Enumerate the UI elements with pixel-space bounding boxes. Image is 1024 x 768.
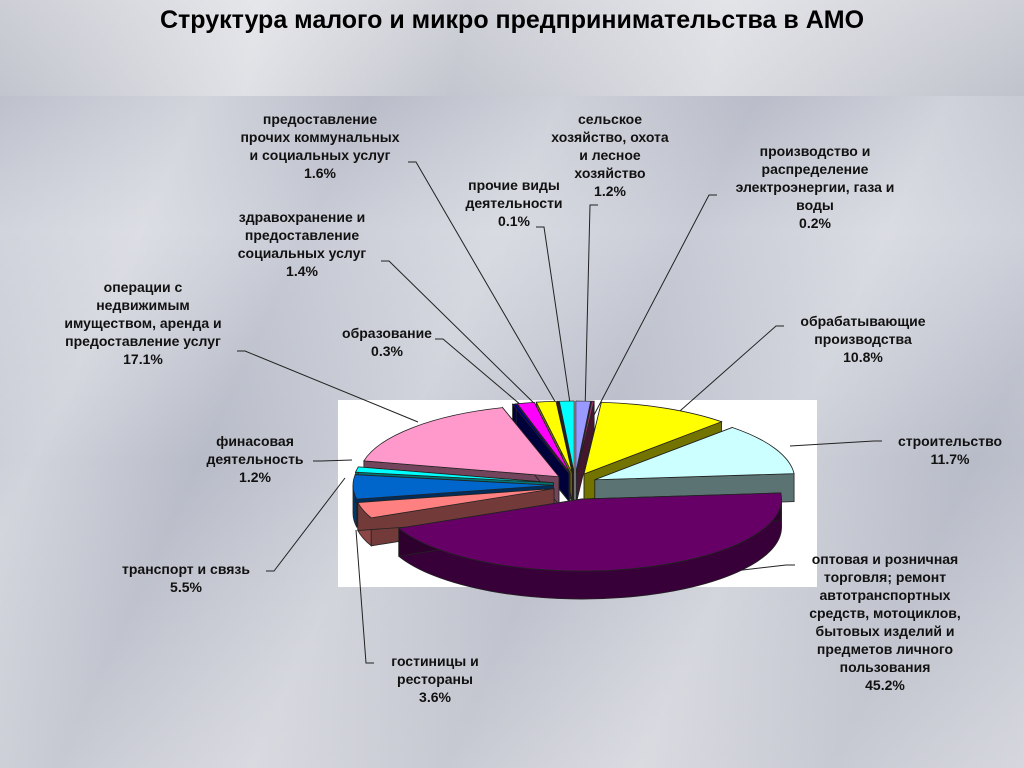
label-trade-line: бытовых изделий и (815, 623, 955, 639)
pie-slice-top (594, 427, 795, 481)
label-energy-line: электроэнергии, газа и (735, 179, 895, 195)
label-trade-line: оптовая и розничная (811, 551, 959, 567)
label-construction-value: 11.7% (930, 451, 970, 467)
pie-slice-top (354, 466, 554, 484)
label-hotels-line: гостиницы и (391, 653, 479, 669)
label-communal-line: и социальных услуг (249, 147, 391, 163)
label-realestate-value: 17.1% (123, 351, 163, 367)
pie-slice-top (511, 403, 570, 474)
label-realestate-line: недвижимым (96, 297, 190, 313)
leader-finance (313, 459, 353, 462)
label-realestate: операции с недвижимым имуществом, аренда… (38, 278, 248, 368)
label-other-value: 0.1% (498, 213, 530, 229)
label-finance-value: 1.2% (239, 469, 271, 485)
label-trade-line: торговля; ремонт (823, 569, 947, 585)
label-manufacturing-value: 10.8% (843, 349, 883, 365)
leader-communal (408, 161, 561, 411)
label-energy-line: производство и (759, 143, 871, 159)
label-agri-line: хозяйство, охота (551, 129, 669, 145)
label-hotels: гостиницы и рестораны 3.6% (370, 652, 500, 706)
label-communal-line: предоставление (262, 111, 378, 127)
leader-other (536, 226, 572, 411)
label-agri: сельское хозяйство, охота и лесное хозяй… (535, 110, 685, 200)
pie-slice-top (352, 474, 554, 500)
pie-slice-top (357, 488, 555, 519)
label-trade-value: 45.2% (865, 677, 905, 693)
label-energy-line: распределение (761, 161, 869, 177)
label-education-value: 0.3% (371, 343, 403, 359)
leader-realestate (237, 350, 419, 423)
label-trade-line: пользования (839, 659, 931, 675)
label-health: здравохранение и предоставление социальн… (212, 208, 392, 280)
leader-education (435, 338, 529, 412)
label-other: прочие виды деятельности 0.1% (448, 176, 580, 230)
leader-agri (584, 204, 598, 413)
label-manufacturing-line: производства (814, 331, 912, 347)
label-other-line: прочие виды (468, 177, 560, 193)
label-health-line: предоставление (244, 227, 360, 243)
label-communal: предоставление прочих коммунальных и соц… (215, 110, 425, 182)
leader-manufacturing (671, 325, 784, 419)
label-realestate-line: имуществом, аренда и (64, 315, 222, 331)
label-hotels-value: 3.6% (419, 689, 451, 705)
leader-health (381, 260, 544, 413)
label-health-value: 1.4% (286, 263, 318, 279)
label-construction-line: строительство (897, 433, 1003, 449)
pie-slice-top (558, 400, 575, 473)
label-finance-line: финасовая (216, 433, 294, 449)
label-other-line: деятельности (465, 195, 563, 211)
pie-slice-top (363, 407, 560, 478)
label-agri-line: сельское (577, 111, 643, 127)
pie-slice-top (575, 400, 592, 473)
leader-transport (266, 477, 346, 572)
label-trade: оптовая и розничная торговля; ремонт авт… (790, 550, 980, 694)
label-communal-line: прочих коммунальных (240, 129, 400, 145)
label-transport-line: транспорт и связь (122, 561, 250, 577)
pie-slice-top (397, 492, 782, 572)
chart-title: Структура малого и микро предприниматель… (159, 6, 865, 34)
label-communal-value: 1.6% (304, 165, 336, 181)
title-band (0, 0, 1024, 96)
label-health-line: здравохранение и (238, 209, 366, 225)
label-finance: финасовая деятельность 1.2% (190, 432, 320, 486)
pie-slice-top (583, 401, 723, 475)
pie-slice-top (576, 400, 595, 474)
label-hotels-line: рестораны (397, 671, 473, 687)
pie-slice-top (535, 400, 573, 474)
leader-hotels (355, 529, 374, 664)
pie-slice-top (556, 400, 574, 474)
label-transport-value: 5.5% (170, 579, 202, 595)
label-realestate-line: предоставление услуг (65, 333, 221, 349)
label-education: образование 0.3% (322, 324, 452, 360)
label-energy: производство и распределение электроэнер… (705, 142, 925, 232)
label-manufacturing: обрабатывающие производства 10.8% (778, 312, 948, 366)
label-trade-line: автотранспортных (819, 587, 951, 603)
pie-slice (397, 492, 782, 600)
label-agri-value: 1.2% (594, 183, 626, 199)
label-agri-line: хозяйство (574, 165, 646, 181)
label-manufacturing-line: обрабатывающие (800, 313, 926, 329)
label-agri-line: и лесное (579, 147, 641, 163)
pie-slices (352, 400, 795, 600)
label-education-line: образование (342, 325, 432, 341)
pie-slice (576, 400, 595, 502)
leader-energy (593, 194, 717, 416)
label-energy-value: 0.2% (799, 215, 831, 231)
label-finance-line: деятельность (206, 451, 304, 467)
leader-construction (789, 440, 882, 447)
label-health-line: социальных услуг (237, 245, 367, 261)
label-transport: транспорт и связь 5.5% (100, 560, 272, 596)
label-trade-line: средств, мотоциклов, (809, 605, 961, 621)
label-construction: строительство 11.7% (880, 432, 1020, 468)
label-energy-line: воды (796, 197, 834, 213)
label-trade-line: предметов личного (816, 641, 954, 657)
pie-slice-top (516, 401, 571, 474)
label-realestate-line: операции с (103, 279, 183, 295)
